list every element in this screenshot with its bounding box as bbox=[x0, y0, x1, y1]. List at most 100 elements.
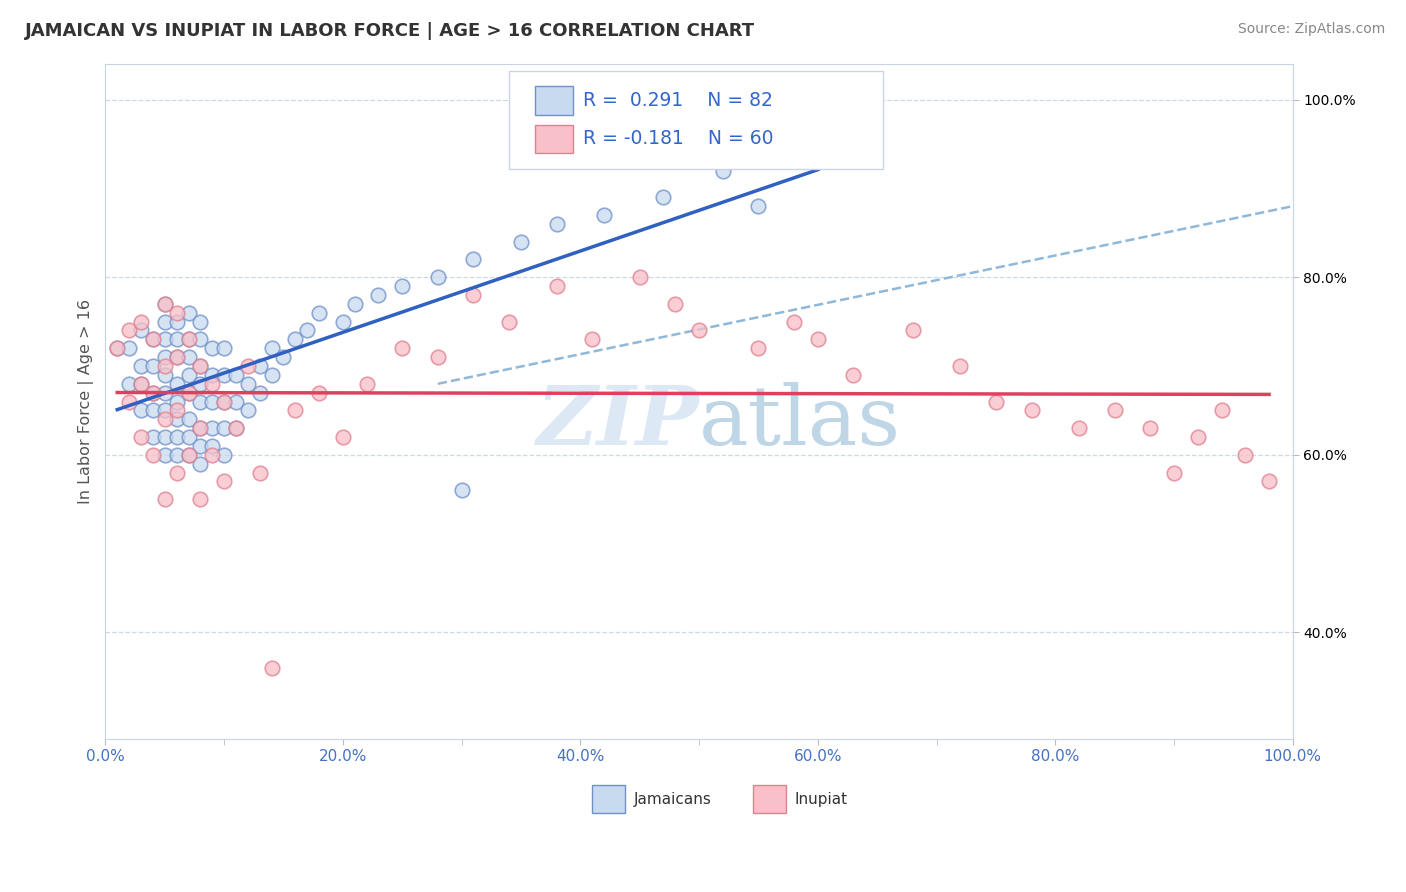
Point bbox=[190, 315, 212, 329]
Point bbox=[842, 368, 865, 382]
Point bbox=[190, 332, 212, 346]
Point bbox=[1187, 430, 1209, 444]
Point bbox=[105, 341, 128, 355]
Point bbox=[166, 315, 188, 329]
Point bbox=[105, 341, 128, 355]
Point bbox=[498, 315, 520, 329]
Text: atlas: atlas bbox=[699, 382, 901, 462]
Point bbox=[166, 306, 188, 320]
Point bbox=[166, 350, 188, 364]
Point bbox=[177, 385, 200, 400]
Point bbox=[129, 359, 152, 373]
Point bbox=[546, 217, 568, 231]
Point bbox=[284, 332, 307, 346]
Point bbox=[118, 394, 141, 409]
Point bbox=[1163, 466, 1185, 480]
Point bbox=[201, 368, 224, 382]
Point bbox=[153, 430, 176, 444]
Point bbox=[129, 403, 152, 417]
Point bbox=[260, 341, 283, 355]
Point bbox=[391, 341, 413, 355]
Point bbox=[236, 376, 259, 391]
Point bbox=[510, 235, 533, 249]
Point bbox=[212, 448, 235, 462]
Point bbox=[153, 350, 176, 364]
Point bbox=[201, 376, 224, 391]
Point bbox=[177, 332, 200, 346]
Point bbox=[142, 332, 165, 346]
Point bbox=[190, 439, 212, 453]
Point bbox=[166, 448, 188, 462]
Point bbox=[260, 661, 283, 675]
Point bbox=[201, 341, 224, 355]
Point bbox=[177, 368, 200, 382]
Point bbox=[166, 376, 188, 391]
Point bbox=[426, 270, 449, 285]
Point bbox=[153, 448, 176, 462]
Point bbox=[142, 430, 165, 444]
Point bbox=[177, 385, 200, 400]
Point bbox=[225, 421, 247, 435]
Point bbox=[688, 324, 710, 338]
Text: ZIP: ZIP bbox=[537, 382, 699, 462]
FancyBboxPatch shape bbox=[509, 70, 883, 169]
Point bbox=[153, 385, 176, 400]
Point bbox=[1234, 448, 1257, 462]
Point bbox=[236, 403, 259, 417]
Text: R = -0.181    N = 60: R = -0.181 N = 60 bbox=[582, 129, 773, 148]
Point bbox=[166, 394, 188, 409]
Point bbox=[949, 359, 972, 373]
Point bbox=[426, 350, 449, 364]
Point bbox=[142, 448, 165, 462]
Point bbox=[273, 350, 295, 364]
Point bbox=[177, 350, 200, 364]
Point bbox=[212, 394, 235, 409]
Point bbox=[142, 332, 165, 346]
Point bbox=[308, 306, 330, 320]
Point bbox=[249, 385, 271, 400]
Point bbox=[153, 403, 176, 417]
Point bbox=[747, 341, 769, 355]
Point bbox=[297, 324, 319, 338]
Point bbox=[249, 466, 271, 480]
Point bbox=[177, 430, 200, 444]
Point bbox=[212, 368, 235, 382]
Point bbox=[190, 376, 212, 391]
Point bbox=[142, 385, 165, 400]
Point bbox=[118, 341, 141, 355]
Point bbox=[1021, 403, 1043, 417]
Text: Inupiat: Inupiat bbox=[794, 791, 848, 806]
Point bbox=[1067, 421, 1090, 435]
Point bbox=[166, 332, 188, 346]
Point bbox=[332, 315, 354, 329]
Point bbox=[747, 199, 769, 213]
Point bbox=[142, 385, 165, 400]
Point bbox=[166, 430, 188, 444]
Point bbox=[783, 315, 806, 329]
Point bbox=[129, 324, 152, 338]
Point bbox=[332, 430, 354, 444]
Point bbox=[190, 421, 212, 435]
Point bbox=[463, 288, 485, 302]
Point bbox=[201, 394, 224, 409]
Point bbox=[153, 368, 176, 382]
Point bbox=[807, 332, 830, 346]
Point bbox=[153, 492, 176, 507]
FancyBboxPatch shape bbox=[752, 785, 786, 814]
Point bbox=[628, 270, 651, 285]
Point bbox=[593, 208, 616, 222]
Point bbox=[201, 439, 224, 453]
Text: R =  0.291    N = 82: R = 0.291 N = 82 bbox=[582, 91, 773, 110]
Point bbox=[190, 457, 212, 471]
Point bbox=[391, 279, 413, 293]
Point bbox=[1258, 475, 1281, 489]
Point bbox=[546, 279, 568, 293]
Point bbox=[367, 288, 389, 302]
Point bbox=[260, 368, 283, 382]
Point bbox=[901, 324, 924, 338]
Point bbox=[212, 475, 235, 489]
Point bbox=[711, 163, 734, 178]
Point bbox=[463, 252, 485, 267]
Point bbox=[450, 483, 472, 498]
Point bbox=[212, 394, 235, 409]
